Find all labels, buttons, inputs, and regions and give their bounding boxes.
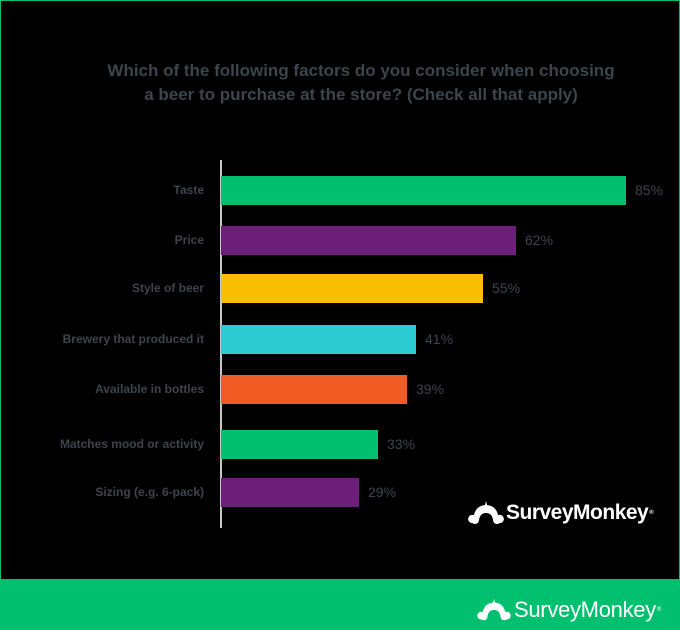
value-label: 62%: [525, 232, 554, 248]
surveymonkey-logo: SurveyMonkey ®: [466, 498, 654, 528]
bar-row: Price 62%: [1, 226, 680, 255]
chart-title: Which of the following factors do you co…: [41, 59, 680, 107]
bar: [221, 478, 359, 507]
category-label: Matches mood or activity: [59, 437, 204, 451]
bar-row: Taste 85%: [1, 176, 680, 205]
chart-title-line-2: a beer to purchase at the store? (Check …: [144, 85, 578, 104]
bar-row: Sizing (e.g. 6-pack) 29%: [1, 478, 680, 507]
value-label: 33%: [387, 436, 416, 452]
monkey-icon: [468, 501, 504, 524]
value-label: 39%: [416, 381, 445, 397]
registered-mark: ®: [656, 607, 662, 613]
bar-row: Brewery that produced it 41%: [1, 325, 680, 354]
value-label: 85%: [635, 182, 664, 198]
bar: [221, 176, 626, 205]
chart-title-line-1: Which of the following factors do you co…: [107, 61, 615, 80]
category-label: Brewery that produced it: [62, 332, 204, 346]
footer-surveymonkey-logo: SurveyMonkey ®: [474, 596, 661, 624]
bar: [221, 430, 378, 459]
value-label: 41%: [425, 331, 454, 347]
bar: [221, 226, 516, 255]
footer-logo-text: SurveyMonkey: [514, 597, 656, 622]
value-label: 55%: [492, 280, 521, 296]
category-label: Price: [174, 233, 204, 247]
bar-row: Matches mood or activity 33%: [1, 430, 680, 459]
bar: [221, 274, 483, 303]
value-label: 29%: [368, 484, 397, 500]
bar: [221, 375, 407, 404]
category-label: Taste: [173, 183, 204, 197]
bar-row: Style of beer 55%: [1, 274, 680, 303]
logo-text: SurveyMonkey: [506, 501, 649, 524]
footer-bar: [1, 579, 679, 629]
monkey-icon: [477, 598, 511, 621]
category-label: Available in bottles: [95, 382, 204, 396]
registered-mark: ®: [649, 510, 654, 516]
category-label: Style of beer: [131, 281, 204, 295]
category-label: Sizing (e.g. 6-pack): [95, 485, 204, 499]
bar-row: Available in bottles 39%: [1, 375, 680, 404]
bar: [221, 325, 416, 354]
